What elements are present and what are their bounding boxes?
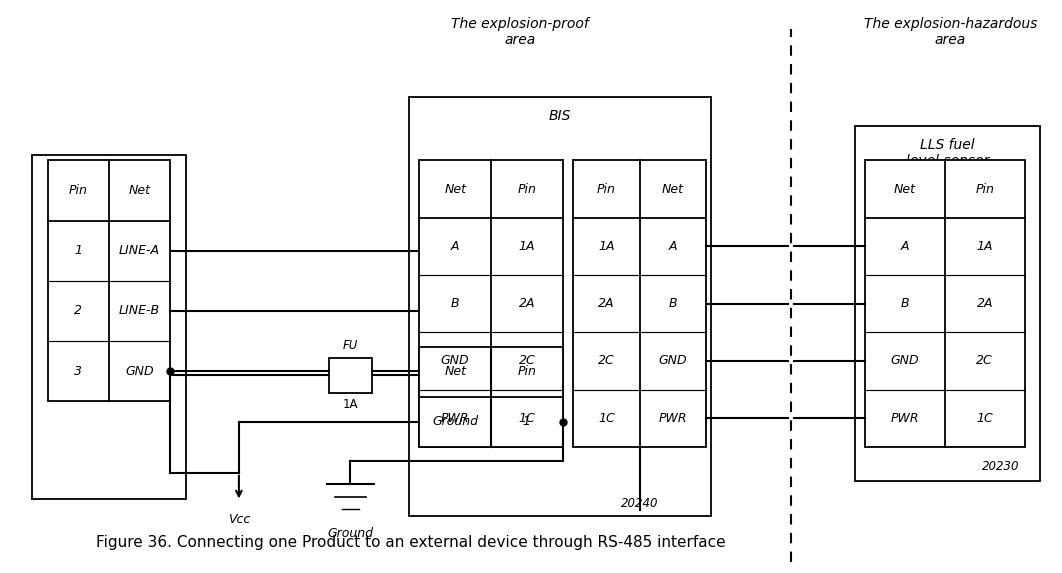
Text: GND: GND — [658, 355, 687, 367]
Text: PWR: PWR — [891, 412, 920, 425]
Text: GND: GND — [125, 364, 154, 378]
Bar — [32, 155, 186, 499]
Text: 2: 2 — [74, 304, 82, 317]
Text: Net: Net — [894, 183, 917, 195]
Text: Vcc: Vcc — [227, 513, 250, 526]
Text: 1: 1 — [523, 415, 531, 429]
Text: Net: Net — [129, 184, 151, 197]
Text: B: B — [901, 297, 909, 310]
Bar — [855, 126, 1041, 481]
Text: B: B — [669, 297, 678, 310]
Bar — [48, 160, 170, 401]
Text: 2A: 2A — [598, 297, 615, 310]
Text: 2A: 2A — [518, 297, 535, 310]
Text: Ground: Ground — [432, 415, 478, 429]
Text: PWR: PWR — [658, 412, 687, 425]
Text: GND: GND — [891, 355, 920, 367]
Text: LINE-A: LINE-A — [119, 244, 160, 257]
Text: Pin: Pin — [69, 184, 88, 197]
Text: Pin: Pin — [517, 183, 536, 195]
Text: 2A: 2A — [976, 297, 993, 310]
Text: 1A: 1A — [598, 240, 615, 253]
Text: 20240: 20240 — [621, 497, 658, 510]
Bar — [409, 97, 712, 516]
Text: 1A: 1A — [518, 240, 535, 253]
Text: 2C: 2C — [518, 355, 535, 367]
Text: 1: 1 — [74, 244, 82, 257]
Text: Net: Net — [444, 365, 466, 378]
Text: GND: GND — [441, 355, 469, 367]
Text: A: A — [901, 240, 909, 253]
Bar — [329, 358, 372, 393]
Text: 3: 3 — [74, 364, 82, 378]
Text: Ground: Ground — [327, 527, 374, 540]
Text: LINE-B: LINE-B — [119, 304, 160, 317]
Text: B: B — [451, 297, 460, 310]
Text: Figure 36. Connecting one Product to an external device through RS-485 interface: Figure 36. Connecting one Product to an … — [96, 535, 725, 550]
Text: Pin: Pin — [975, 183, 994, 195]
Text: The explosion-proof
area: The explosion-proof area — [451, 17, 589, 48]
Text: BIS: BIS — [549, 109, 571, 123]
Bar — [866, 160, 1025, 447]
Text: 2C: 2C — [976, 355, 993, 367]
Bar — [419, 347, 563, 447]
Bar — [419, 160, 563, 447]
Text: 1A: 1A — [976, 240, 993, 253]
Text: The explosion-hazardous
area: The explosion-hazardous area — [863, 17, 1037, 48]
Text: PWR: PWR — [441, 412, 469, 425]
Text: 1A: 1A — [343, 398, 358, 411]
Text: LLS fuel
level sensor: LLS fuel level sensor — [906, 138, 990, 168]
Text: A: A — [451, 240, 460, 253]
Text: 1C: 1C — [598, 412, 615, 425]
Text: External
device: External device — [83, 166, 135, 194]
Text: Pin: Pin — [517, 365, 536, 378]
Text: 1C: 1C — [518, 412, 535, 425]
Text: Pin: Pin — [597, 183, 616, 195]
Text: 1C: 1C — [976, 412, 993, 425]
Text: FU: FU — [343, 339, 358, 352]
Text: Net: Net — [662, 183, 684, 195]
Text: A: A — [669, 240, 678, 253]
Text: 2C: 2C — [598, 355, 615, 367]
Text: Net: Net — [444, 183, 466, 195]
Text: 20230: 20230 — [981, 460, 1020, 473]
Bar — [573, 160, 706, 447]
